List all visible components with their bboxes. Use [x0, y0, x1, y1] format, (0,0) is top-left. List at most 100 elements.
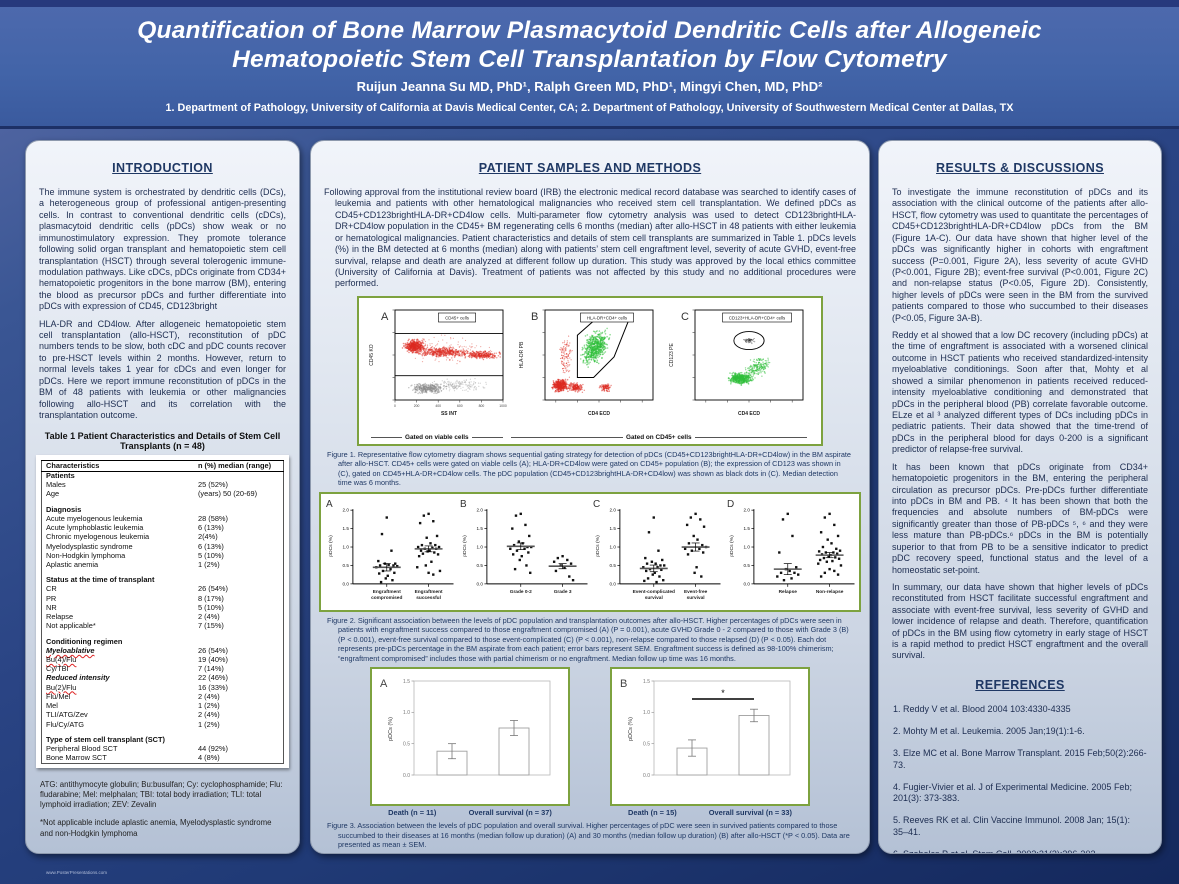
reference-item: 1. Reddy V et al. Blood 2004 103:4330-43…	[893, 703, 1071, 714]
table-row: Myelodysplastic syndrome 6 (13%)	[46, 541, 224, 551]
svg-text:Relapse: Relapse	[778, 589, 797, 595]
bar-chart-box-A: A 0.0 0.5 1.0 1.5 pDCs (%)	[370, 667, 570, 807]
svg-text:1.5: 1.5	[403, 679, 410, 685]
table-row: Not applicable* 7 (15%)	[46, 621, 224, 631]
svg-text:CD4 ECD: CD4 ECD	[588, 411, 610, 417]
reference-item: 3. Elze MC et al. Bone Marrow Transplant…	[893, 748, 1147, 770]
poster-authors: Ruijun Jeanna Su MD, PhD¹, Ralph Green M…	[356, 78, 823, 94]
table-row: Flu/Cy/ATG 1 (2%)	[46, 719, 220, 729]
svg-text:HLA-DR PB: HLA-DR PB	[519, 341, 525, 368]
gate-note-cd45: Gated on CD45+ cells	[626, 433, 692, 441]
table-footnote: *Not applicable include aplastic anemia,…	[40, 818, 272, 838]
table-row: Bu(2)/Flu 16 (33%)	[46, 682, 228, 692]
svg-text:2.0: 2.0	[743, 507, 750, 512]
svg-text:0.5: 0.5	[643, 742, 650, 748]
svg-text:C: C	[681, 311, 689, 323]
svg-text:Event-free: Event-free	[684, 589, 708, 595]
table-row: Peripheral Blood SCT 44 (92%)	[46, 743, 228, 753]
bar-category-label: Overall survival (n = 37)	[468, 808, 552, 818]
figure3-caption: Figure 3. Association between the levels…	[327, 821, 850, 850]
results-heading: RESULTS & DISCUSSIONS	[936, 161, 1104, 175]
dot-plot-panel-B: B 0.0 0.5 1.0 1.5 2.0 pDCs (%) Grade 0-2 Grade 3	[459, 499, 588, 595]
svg-text:600: 600	[457, 404, 463, 408]
svg-text:1.5: 1.5	[643, 679, 650, 685]
methods-text: Following approval from the institutiona…	[324, 187, 856, 289]
references-heading: REFERENCES	[975, 677, 1065, 692]
bar-chart-unit-A: A 0.0 0.5 1.0 1.5 pDCs (%) Death (n = 11) Overa…	[370, 667, 570, 817]
table-row: Type of stem cell transplant (SCT)	[46, 734, 165, 744]
table-row: Relapse 2 (4%)	[46, 612, 220, 622]
svg-text:1000: 1000	[499, 404, 507, 408]
figure1-gating-notes: Gated on viable cells Gated on CD45+ cel…	[371, 433, 808, 441]
svg-text:A: A	[381, 311, 389, 323]
bar-chart-box-B: B 0.0 0.5 1.0 1.5 pDCs (%) *	[610, 667, 810, 807]
poster-header: Quantification of Bone Marrow Plasmacyto…	[0, 0, 1179, 129]
reference-item: 5. Reeves RK et al. Clin Vaccine Immunol…	[893, 815, 1130, 837]
gate-note-viable: Gated on viable cells	[404, 433, 469, 441]
results-text: To investigate the immune reconstitution…	[879, 187, 1161, 662]
reference-item: 6. Szabolcs P et al. Stem Cell. 2003;21(…	[893, 848, 1098, 854]
svg-text:200: 200	[414, 404, 420, 408]
svg-text:pDCs (%): pDCs (%)	[328, 535, 334, 557]
svg-text:Engraftment: Engraftment	[415, 589, 443, 595]
svg-text:survival: survival	[645, 595, 663, 601]
methods-heading: PATIENT SAMPLES AND METHODS	[478, 161, 702, 175]
table-row: Myeloablative 26 (54%)	[46, 645, 228, 655]
svg-text:400: 400	[435, 404, 441, 408]
table-row: TLI/ATG/Zev 2 (4%)	[46, 710, 220, 720]
introduction-paragraph: The immune system is orchestrated by den…	[39, 187, 286, 312]
references-list: 1. Reddy V et al. Blood 2004 103:4330-43…	[879, 703, 1161, 854]
table-row: Patients	[46, 471, 75, 481]
svg-text:0.0: 0.0	[610, 581, 617, 586]
svg-text:0.5: 0.5	[610, 563, 617, 568]
svg-text:2.0: 2.0	[476, 507, 483, 512]
svg-text:Non-relapse: Non-relapse	[815, 589, 843, 595]
figure2-dot-plots: A 0.0 0.5 1.0 1.5 2.0 pDCs (%) Engraftment compr…	[319, 491, 861, 612]
reference-item: 2. Mohty M et al. Leukemia. 2005 Jan;19(…	[893, 726, 1085, 737]
table-row: Aplastic anemia 1 (2%)	[46, 560, 220, 570]
introduction-panel: INTRODUCTION The immune system is orches…	[25, 140, 300, 854]
dot-plot-panel-C: C 0.0 0.5 1.0 1.5 2.0 pDCs (%) Event-complicate…	[593, 499, 721, 601]
svg-text:1.0: 1.0	[743, 544, 750, 549]
bar-chart-labels: Death (n = 11) Overall survival (n = 37)	[372, 808, 568, 817]
svg-text:1.0: 1.0	[643, 710, 650, 716]
svg-text:A: A	[326, 499, 333, 510]
table-row: Flu/Mel 2 (4%)	[46, 691, 220, 701]
table-header-row: Characteristics n (%) median (range)	[41, 460, 284, 472]
svg-text:pDCs (%): pDCs (%)	[628, 717, 634, 741]
svg-text:CD45 KO: CD45 KO	[369, 344, 375, 366]
table-row: Diagnosis	[46, 504, 82, 514]
svg-text:1.0: 1.0	[343, 544, 350, 549]
svg-text:0.0: 0.0	[343, 581, 350, 586]
svg-text:0.5: 0.5	[343, 563, 350, 568]
svg-text:B: B	[531, 311, 538, 323]
svg-text:1.0: 1.0	[403, 710, 410, 716]
table-row: Acute lymphoblastic leukemia 6 (13%)	[46, 523, 224, 533]
results-paragraph: Reddy et al showed that a low DC recover…	[892, 330, 1148, 455]
svg-text:CD123 PE: CD123 PE	[669, 342, 675, 366]
svg-text:CD123+HLA-DR+CD4+ cells: CD123+HLA-DR+CD4+ cells	[729, 315, 786, 320]
svg-text:D: D	[726, 499, 733, 510]
svg-text:0.5: 0.5	[476, 563, 483, 568]
poster-title: Quantification of Bone Marrow Plasmacyto…	[137, 17, 1042, 73]
svg-text:survival: survival	[687, 595, 705, 601]
svg-text:0: 0	[394, 404, 396, 408]
figure1-flow-cytometry: CD45+ cells A 0 200 400 600 800 1000 SS INT CD45 …	[357, 295, 823, 446]
svg-text:800: 800	[479, 404, 485, 408]
figure2-caption: Figure 2. Significant association betwee…	[327, 615, 849, 663]
table-row: Mel 1 (2%)	[46, 701, 220, 711]
bar-category-label: Death (n = 15)	[628, 808, 677, 818]
figure1-caption: Figure 1. Representative flow cytometry …	[327, 449, 851, 488]
svg-text:2.0: 2.0	[610, 507, 617, 512]
svg-text:Grade 3: Grade 3	[553, 589, 571, 595]
table-row: Reduced intensity 22 (46%)	[46, 673, 228, 683]
svg-text:CD4 ECD: CD4 ECD	[738, 411, 760, 417]
svg-text:C: C	[593, 499, 600, 510]
table1-footnotes: ATG: antithymocyte globulin; Bu:busulfan…	[40, 780, 285, 839]
svg-text:Engraftment: Engraftment	[373, 589, 401, 595]
svg-text:0.0: 0.0	[643, 773, 650, 779]
svg-text:1.5: 1.5	[743, 526, 750, 531]
svg-text:Event-complicated: Event-complicated	[633, 589, 675, 595]
figure3-bar-charts: A 0.0 0.5 1.0 1.5 pDCs (%) Death (n = 11) Overa…	[311, 667, 869, 817]
